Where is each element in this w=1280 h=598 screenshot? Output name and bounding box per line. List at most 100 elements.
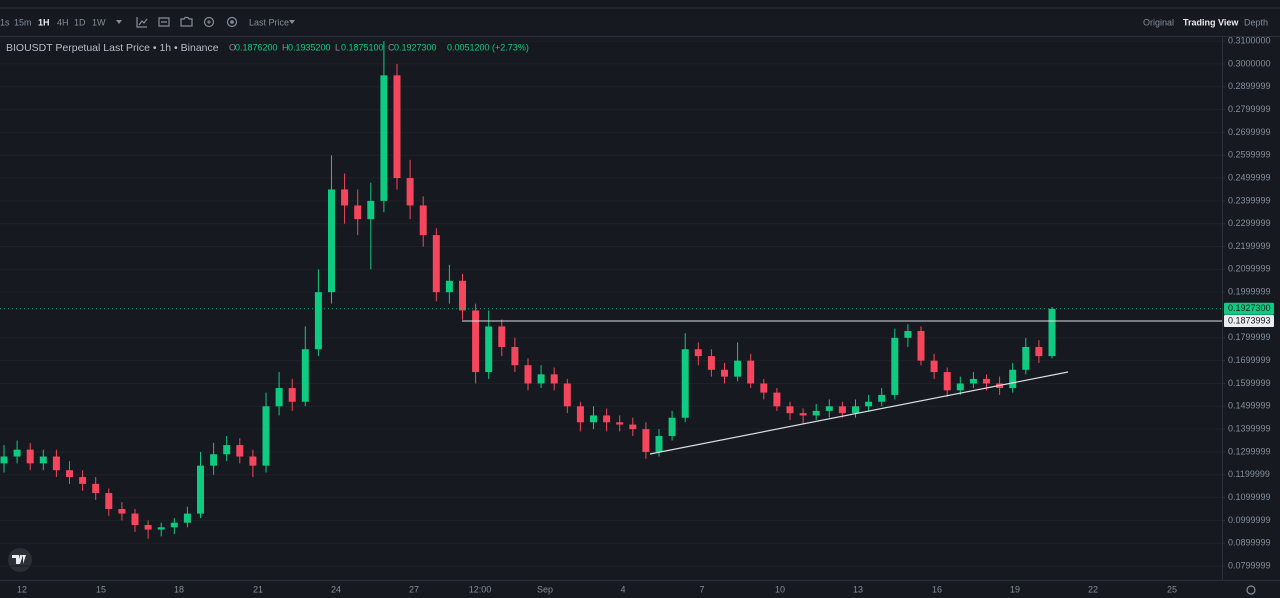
settings-icon[interactable]: [226, 16, 238, 28]
settings-icon[interactable]: [1246, 585, 1256, 595]
y-tick-label: 0.0799999: [1228, 560, 1271, 570]
candle-body: [616, 422, 624, 425]
x-tick-label: 22: [1088, 584, 1098, 594]
add-icon-plus: [207, 20, 211, 24]
candle-body: [249, 456, 257, 466]
dropdown-icon[interactable]: [289, 20, 295, 24]
candle-body: [498, 326, 506, 347]
candle-body: [144, 524, 152, 530]
x-tick-label: 21: [253, 584, 263, 594]
x-tick-label: 19: [1010, 584, 1020, 594]
candle-body: [734, 360, 742, 377]
candle-body: [393, 75, 401, 179]
candle-body: [642, 429, 650, 452]
candle-body: [891, 337, 899, 395]
level-label: 0.1873993: [1228, 315, 1271, 325]
candle-body: [812, 410, 820, 416]
candle-body: [328, 189, 335, 293]
candle-body: [1035, 346, 1043, 357]
candle-body: [406, 178, 414, 206]
last-price-box: [1224, 302, 1274, 315]
interval-button[interactable]: 1s: [0, 17, 10, 27]
candle-body: [314, 292, 322, 350]
candle-body: [66, 470, 73, 478]
candle-body: [969, 378, 977, 384]
x-tick-label: 13: [853, 584, 863, 594]
add-icon[interactable]: [203, 16, 215, 28]
x-tick-label: 12:00: [469, 584, 492, 594]
price-type-button[interactable]: Last Price: [249, 17, 289, 27]
view-tab[interactable]: Depth: [1244, 17, 1268, 27]
candle-body: [707, 356, 715, 370]
y-tick-label: 0.1699999: [1228, 355, 1271, 365]
interval-button[interactable]: 1W: [92, 17, 106, 27]
candle-body: [563, 383, 571, 407]
y-tick-label: 0.2099999: [1228, 264, 1271, 274]
candle-body: [760, 383, 768, 393]
x-tick-label: Sep: [537, 584, 553, 594]
last-price-label: 0.1927300: [1228, 303, 1271, 313]
candle-body: [118, 509, 126, 514]
candle-body: [1048, 308, 1056, 357]
candle-body: [39, 456, 47, 464]
logo-mark: [12, 555, 26, 564]
candle-body: [26, 449, 34, 464]
view-tab[interactable]: Trading View: [1183, 17, 1239, 27]
ohlc-value: 0.1935200: [288, 42, 331, 52]
y-tick-label: 0.3000000: [1228, 58, 1271, 68]
candle-body: [983, 378, 990, 384]
candle-body: [943, 372, 951, 391]
settings-icon-dot: [230, 20, 234, 24]
candle-body: [668, 417, 676, 436]
candle-body: [92, 483, 100, 494]
x-tick-label: 24: [331, 584, 341, 594]
candle-body: [838, 406, 846, 414]
y-tick-label: 0.2799999: [1228, 104, 1271, 114]
interval-button[interactable]: 1D: [74, 17, 86, 27]
view-tab[interactable]: Original: [1143, 17, 1174, 27]
candle-body: [485, 326, 493, 373]
candle-body: [721, 369, 728, 377]
x-tick-label: 7: [699, 584, 704, 594]
y-tick-label: 0.1799999: [1228, 332, 1271, 342]
candle-body: [852, 406, 859, 414]
candle-body: [13, 449, 21, 457]
y-tick-label: 0.1999999: [1228, 287, 1271, 297]
candle-body: [799, 413, 807, 416]
y-tick-label: 0.0999999: [1228, 515, 1271, 525]
interval-button[interactable]: 1H: [38, 17, 50, 27]
candle-body: [432, 235, 440, 293]
candle-body: [419, 205, 427, 236]
candle-body: [223, 445, 231, 455]
y-tick-label: 0.1399999: [1228, 424, 1271, 434]
interval-button[interactable]: 15m: [14, 17, 32, 27]
x-tick-label: 18: [174, 584, 184, 594]
interval-button[interactable]: 4H: [57, 17, 69, 27]
indicator-icon[interactable]: [136, 17, 148, 28]
candle-body: [472, 310, 480, 373]
ohlc-key: C: [388, 42, 395, 52]
dropdown-icon[interactable]: [116, 20, 122, 24]
candle-body: [459, 280, 466, 311]
candle-body: [288, 388, 296, 402]
candle-body: [157, 527, 165, 530]
layout-icon[interactable]: [158, 17, 170, 27]
ohlc-value: 0.1927300: [394, 42, 437, 52]
x-tick-label: 4: [620, 584, 625, 594]
y-tick-label: 0.2599999: [1228, 150, 1271, 160]
candle-body: [904, 330, 912, 338]
x-tick-label: 27: [409, 584, 419, 594]
candle-body: [367, 200, 375, 220]
ohlc-key: H: [282, 42, 289, 52]
candle-body: [131, 513, 139, 525]
ohlc-key: O: [229, 42, 236, 52]
camera-icon[interactable]: [180, 16, 193, 27]
candle-body: [681, 349, 689, 418]
y-tick-label: 0.1499999: [1228, 401, 1271, 411]
candle-body: [183, 513, 191, 523]
candle-body: [301, 349, 309, 402]
candle-body: [773, 392, 781, 407]
candle-body: [105, 493, 113, 510]
